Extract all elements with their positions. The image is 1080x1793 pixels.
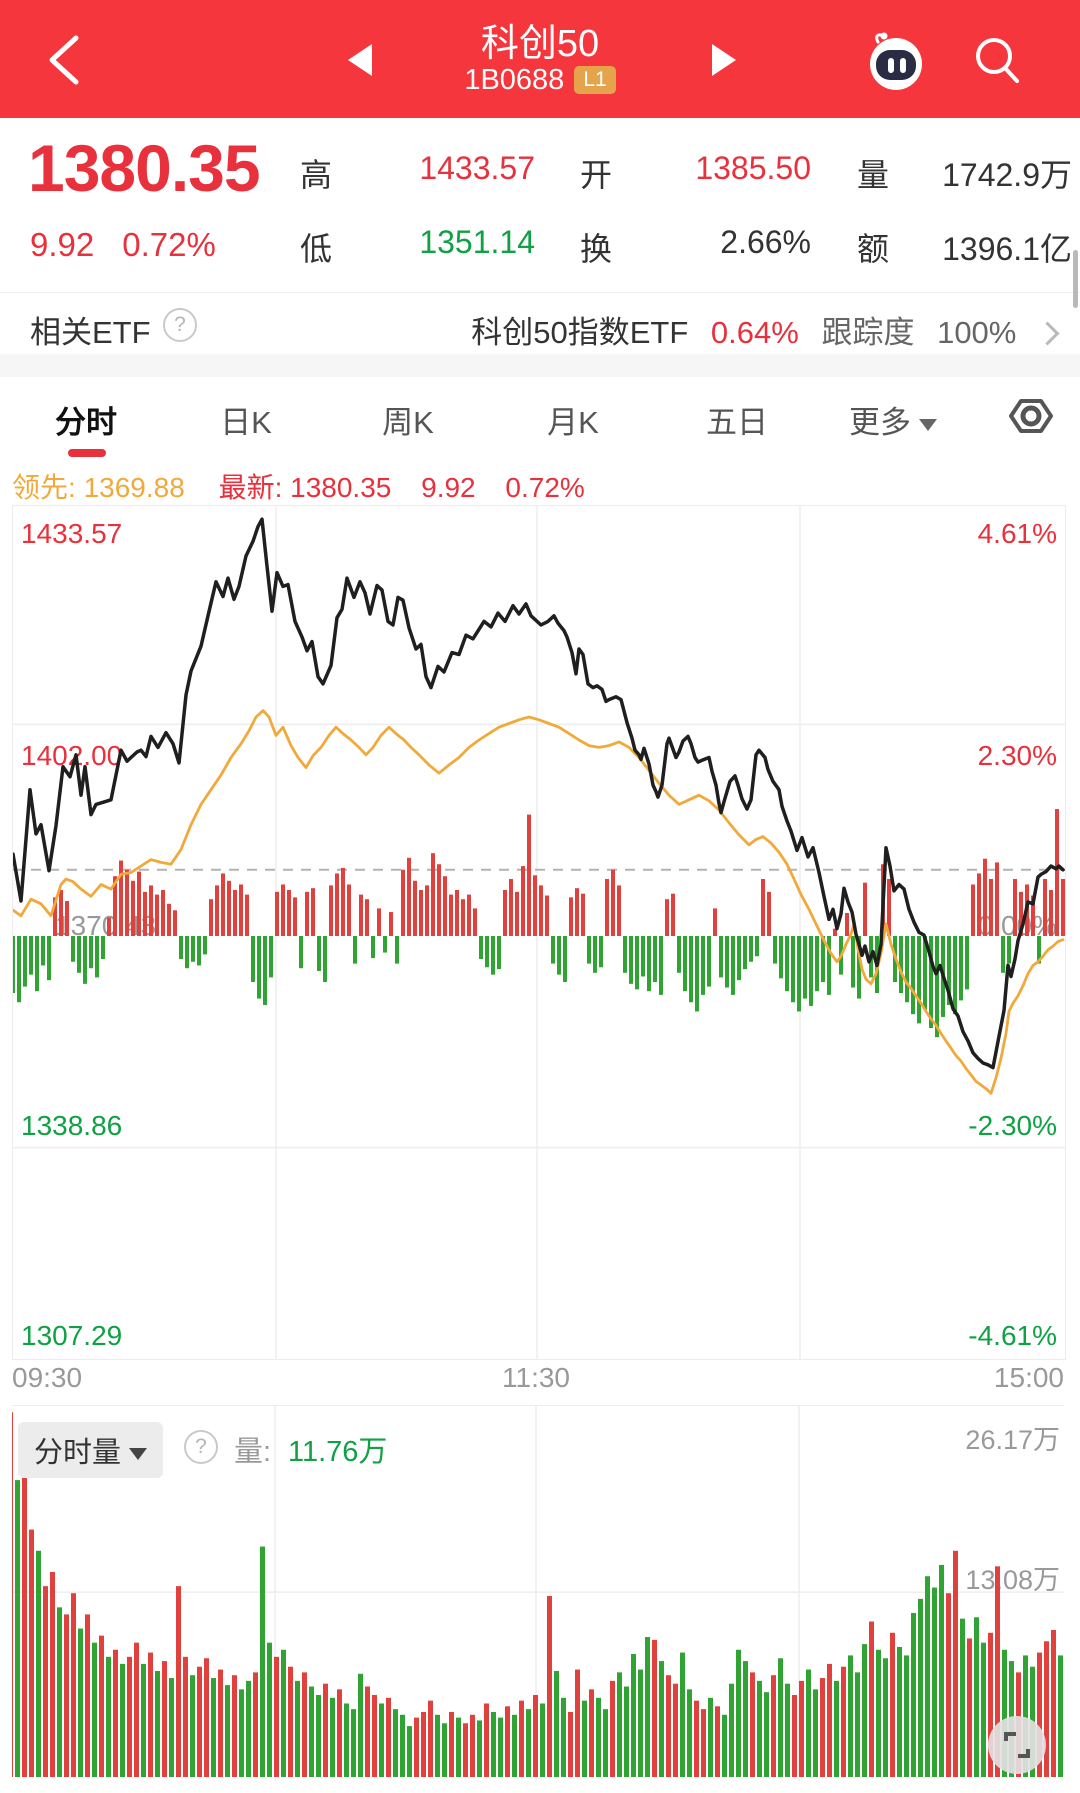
tab-more[interactable]: 更多 [849,397,937,442]
intraday-chart[interactable]: 1433.57 1402.00 1370.43 1338.86 1307.29 … [12,505,1066,1360]
axis-label-low: 1307.29 [21,1320,123,1351]
stat-label-low: 低 [300,231,333,267]
caret-down-icon [129,1448,148,1460]
ai-assistant-icon[interactable] [864,28,928,92]
stat-value-high: 1433.57 [419,150,535,186]
stock-code: 1B0688 [464,64,565,96]
stat-label-volume: 量 [857,157,890,193]
volume-axis-max: 26.17万 [965,1425,1060,1455]
axis-pct-high: 4.61% [977,518,1057,549]
expand-chart-button[interactable] [988,1716,1046,1774]
app-header: 科创50 1B0688 L1 [0,0,1080,118]
stat-value-open: 1385.50 [695,150,811,186]
level-badge: L1 [574,66,616,94]
volume-axis-mid: 13.08万 [965,1565,1060,1595]
volume-bars-plot [12,1406,1064,1781]
stat-value-low: 1351.14 [419,224,535,260]
price-line-plot [13,506,1065,1359]
scrollbar-thumb[interactable] [1073,250,1078,308]
time-open: 09:30 [12,1362,83,1393]
axis-pct-up1: 2.30% [977,740,1057,771]
price-change-pct: 0.72% [122,226,216,263]
help-icon[interactable]: ? [163,308,197,342]
volume-value: 11.76万 [288,1436,388,1468]
period-tabs: 分时 日K 周K 月K 五日 更多 [0,377,1080,459]
tab-five-day[interactable]: 五日 [706,405,768,440]
chart-legend: 领先: 1369.88 最新: 1380.35 9.92 0.72% [12,466,607,506]
axis-pct-dn1: -2.30% [968,1110,1057,1141]
related-etf-row[interactable]: 相关ETF ? 科创50指数ETF 0.64% 跟踪度 100% [0,292,1080,354]
volume-help-icon[interactable]: ? [184,1430,218,1464]
next-stock-icon[interactable] [712,44,736,76]
volume-type-dropdown[interactable]: 分时量 [18,1422,164,1478]
time-close: 15:00 [993,1362,1064,1393]
stat-label-turnover: 换 [580,231,613,267]
active-tab-indicator [68,449,106,457]
etf-name: 科创50指数ETF [471,315,689,350]
caret-down-icon [919,419,937,431]
fullscreen-icon [1004,1732,1030,1758]
stat-value-volume: 1742.9万 [942,157,1072,193]
tab-daily-k[interactable]: 日K [220,405,272,440]
last-price: 1380.35 [28,131,261,205]
last-label: 最新: [218,472,283,503]
last-change: 9.92 [421,472,476,503]
stat-value-amount: 1396.1亿 [942,231,1072,267]
back-icon[interactable] [44,34,84,86]
tab-weekly-k[interactable]: 周K [382,405,434,440]
stat-label-amount: 额 [857,231,890,267]
volume-label: 量: [234,1436,272,1468]
time-axis: 09:30 11:30 15:00 [0,1362,1080,1404]
chart-settings-icon[interactable] [1008,393,1054,439]
stat-value-turnover: 2.66% [720,224,811,260]
etf-pct: 0.64% [710,315,799,350]
axis-label-high: 1433.57 [21,518,123,549]
price-change-row: 9.92 0.72% [30,226,244,264]
last-pct: 0.72% [505,472,585,503]
section-divider [0,354,1080,377]
search-icon[interactable] [970,32,1026,88]
tab-monthly-k[interactable]: 月K [547,405,599,440]
stock-code-row: 1B0688 L1 [0,64,1080,97]
volume-pane[interactable]: 分时量 ? 量: 11.76万 26.17万 13.08万 [12,1405,1064,1781]
etf-info: 科创50指数ETF 0.64% 跟踪度 100% [457,307,1060,352]
lead-value: 1369.88 [83,472,185,503]
tracking-label: 跟踪度 [821,315,915,350]
related-etf-label: 相关ETF [30,315,151,350]
chevron-right-icon [1035,321,1060,346]
tab-minute[interactable]: 分时 [55,405,117,440]
time-noon: 11:30 [502,1362,570,1393]
last-value: 1380.35 [290,472,392,503]
tracking-value: 100% [937,315,1017,350]
stat-label-high: 高 [300,157,333,193]
axis-label-dn1: 1338.86 [21,1110,123,1141]
page-title: 科创50 [480,23,600,65]
prev-stock-icon[interactable] [348,44,372,76]
price-change: 9.92 [30,226,95,263]
axis-pct-low: -4.61% [968,1320,1057,1351]
stat-label-open: 开 [580,157,613,193]
lead-label: 领先: [12,472,76,503]
